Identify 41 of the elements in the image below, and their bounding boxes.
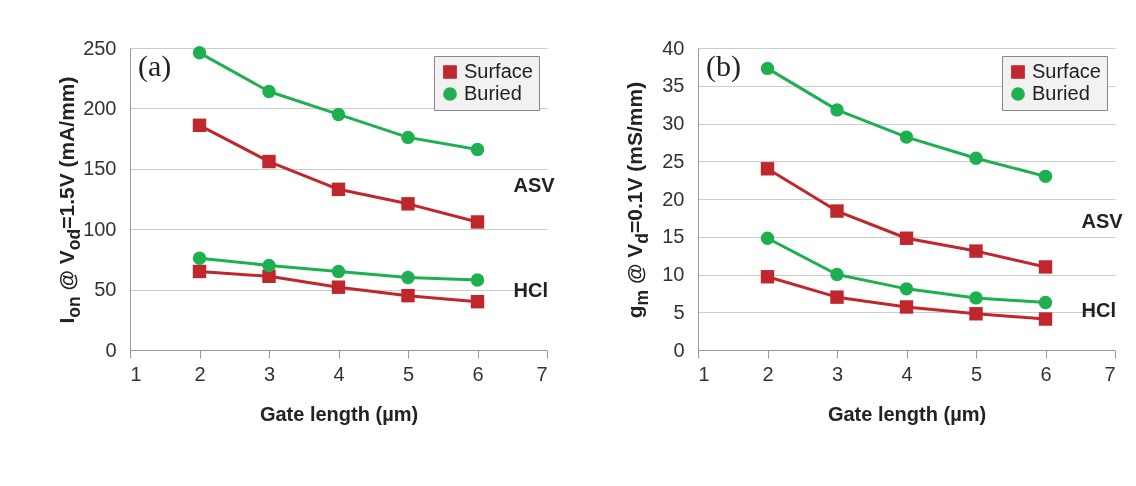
x-axis-title: Gate length (µm) (827, 402, 987, 425)
y-tick-label: 15 (662, 225, 685, 248)
legend-label: Surface (1032, 60, 1101, 82)
x-tick-label: 4 (333, 362, 345, 385)
x-tick-label: 5 (970, 362, 983, 385)
x-tick-label: 7 (1104, 362, 1116, 385)
x-tick-label: 1 (698, 362, 710, 385)
x-tick-label: 5 (402, 362, 415, 385)
y-tick-label: 0 (673, 338, 685, 361)
legend-label: Buried (464, 82, 522, 104)
annotation: ASV (513, 173, 556, 196)
x-tick-label: 4 (901, 362, 913, 385)
y-tick-label: 5 (673, 300, 685, 323)
y-tick-label: 25 (662, 149, 685, 172)
annotation: HCl (1081, 298, 1116, 321)
annotation: (b) (706, 49, 741, 83)
y-tick-label: 40 (662, 36, 685, 59)
y-tick-label: 30 (662, 112, 685, 134)
y-tick-label: 150 (83, 157, 117, 180)
x-tick-label: 3 (263, 362, 276, 385)
legend-label: Surface (464, 60, 533, 82)
annotation: HCl (513, 278, 548, 301)
y-tick-label: 0 (105, 338, 117, 361)
y-tick-label: 250 (83, 36, 117, 59)
y-tick-label: 50 (94, 278, 117, 301)
y-tick-label: 20 (662, 187, 685, 210)
y-tick-label: 200 (83, 96, 117, 119)
annotation: ASV (1081, 209, 1124, 232)
x-axis-title: Gate length (µm) (259, 402, 419, 425)
x-tick-label: 1 (130, 362, 142, 385)
y-tick-label: 10 (662, 263, 685, 285)
legend-label: Buried (1032, 82, 1090, 104)
x-tick-label: 2 (762, 362, 774, 385)
x-tick-label: 3 (831, 362, 844, 385)
y-tick-label: 100 (83, 217, 117, 240)
y-tick-label: 35 (662, 74, 685, 97)
x-tick-label: 7 (536, 362, 548, 385)
x-tick-label: 6 (1040, 362, 1052, 385)
x-tick-label: 2 (194, 362, 206, 385)
annotation: (a) (138, 49, 172, 83)
x-tick-label: 6 (472, 362, 484, 385)
